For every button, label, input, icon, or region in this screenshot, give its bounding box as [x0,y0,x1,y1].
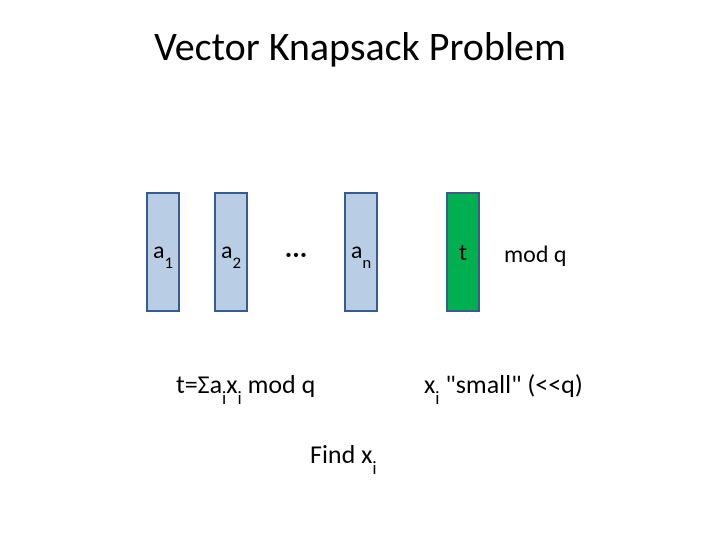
bar-t: t [446,192,480,312]
slide-title: Vector Knapsack Problem [0,22,720,71]
bar-t-label: t [459,238,467,267]
equation: t=Σaixi mod q [176,368,315,404]
ellipsis: ... [274,230,318,265]
bar-a2-label: a2 [221,236,241,269]
bar-an: an [344,192,378,312]
modq-label: mod q [504,240,566,269]
slide: Vector Knapsack Problem a1 a2 ... an t m… [0,0,720,540]
small-note: xi "small" (<<q) [424,368,583,404]
find-xi: Find xi [310,438,377,474]
bar-a2: a2 [214,192,248,312]
bar-a1: a1 [146,192,180,312]
bar-a1-label: a1 [153,236,173,269]
bar-an-label: an [351,236,371,269]
